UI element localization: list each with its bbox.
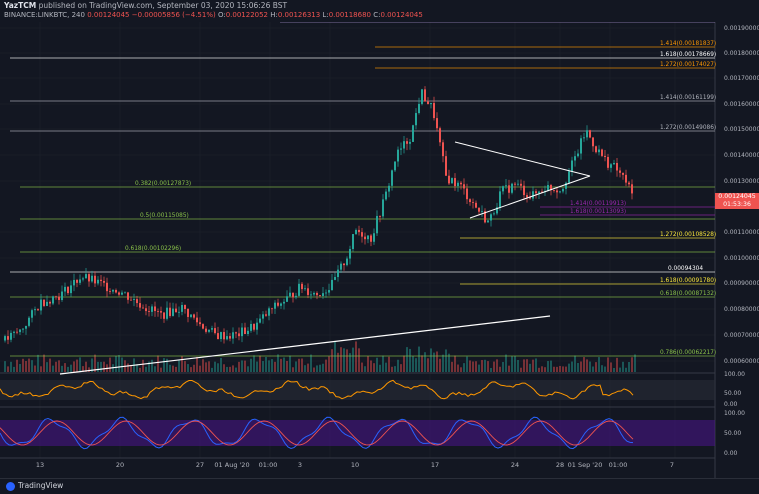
time-axis-label: 13: [36, 461, 44, 469]
time-axis-label: 28: [556, 461, 564, 469]
price-axis-label: 0.00150000: [724, 126, 759, 133]
close-label: C:: [373, 11, 381, 19]
fib-level-labels: 1.414(0.00191684)1.414(0.00181837)1.618(…: [125, 16, 716, 356]
author-name[interactable]: YazTCM: [4, 1, 37, 10]
brand-text: TradingView: [18, 481, 64, 490]
time-axis-label: 01:00: [609, 461, 628, 469]
fib-level-label: 0.786(0.00062217): [660, 350, 716, 356]
high-label: H:: [270, 11, 278, 19]
stoch-k-line: [0, 416, 634, 450]
bar-countdown: 01:53:36: [715, 201, 759, 209]
price-axis-label: 0.00110000: [724, 229, 759, 236]
price-axis-label: 0.00130000: [724, 178, 759, 185]
price-axis-label: 0.00060000: [724, 358, 759, 365]
fib-level-label: 1.272(0.00149086): [660, 125, 716, 131]
fib-level-label: 1.618(0.00113093): [570, 209, 626, 215]
open-label: O:: [217, 11, 226, 19]
fib-level-label: 0.382(0.00127873): [135, 181, 191, 187]
time-axis-label: 20: [116, 461, 124, 469]
fib-level-label: 0.618(0.00087132): [660, 291, 716, 297]
tradingview-icon: [6, 481, 15, 491]
rsi-line: [0, 379, 634, 400]
candles: [4, 86, 633, 345]
fib-level-label: 1.618(0.00091780): [660, 278, 716, 284]
price-axis-label: 0.00070000: [724, 332, 759, 339]
time-axis-label: 10: [351, 461, 359, 469]
trend-lines[interactable]: [59, 141, 591, 375]
fib-level-label: 1.272(0.00174027): [660, 62, 716, 68]
last-price: 0.00124045: [87, 11, 130, 19]
time-axis-label: 7: [670, 461, 674, 469]
stoch-axis: 100.00 50.00 0.00: [724, 410, 745, 457]
fib-level-label: 0.00094304: [668, 266, 703, 272]
price-axis[interactable]: 0.00190000 0.00180000 0.00170000 0.00160000…: [724, 25, 759, 365]
open-value: 0.00122052: [225, 11, 269, 19]
publish-info: YazTCM published on TradingView.com, Sep…: [4, 1, 287, 10]
low-value: 0.00118680: [328, 11, 371, 19]
stoch-axis-label: 100.00: [724, 410, 745, 417]
price-axis-label: 0.00180000: [724, 50, 759, 57]
symbol-info: BINANCE:LINKBTC, 240 0.00124045 −0.00005…: [4, 11, 423, 19]
fib-level-label: 0.5(0.00115085): [140, 213, 189, 219]
stoch-d-line: [0, 420, 634, 446]
time-axis-label: 27: [196, 461, 204, 469]
stoch-band: [0, 420, 715, 446]
rsi-axis: 100.00 50.00 0.00: [724, 371, 745, 408]
fib-level-label: 1.414(0.00161199): [660, 95, 716, 101]
time-axis[interactable]: 13 20 27 01 Aug '20 01:00 3 10 17 24 28 01 Sep '20…: [36, 461, 674, 469]
stoch-axis-label: 50.00: [724, 430, 741, 437]
rsi-axis-label: 50.00: [724, 390, 741, 397]
price-axis-label: 0.00140000: [724, 152, 759, 159]
rsi-axis-label: 0.00: [724, 401, 738, 408]
price-axis-label: 0.00080000: [724, 306, 759, 313]
fib-level-label: 1.414(0.00119913): [570, 201, 626, 207]
time-axis-label: 17: [431, 461, 439, 469]
time-axis-label: 01 Aug '20: [214, 461, 249, 469]
symbol-name[interactable]: BINANCE:LINKBTC, 240: [4, 11, 85, 19]
fib-level-label: 1.272(0.00108528): [660, 232, 716, 238]
fib-levels: [10, 21, 715, 357]
volume-bars: [4, 341, 636, 372]
close-value: 0.00124045: [380, 11, 423, 19]
stoch-axis-label: 0.00: [724, 450, 738, 457]
footer: TradingView: [0, 478, 759, 494]
tradingview-logo[interactable]: TradingView: [6, 481, 63, 491]
publish-text: published on TradingView.com, September …: [38, 1, 288, 10]
price-axis-label: 0.00090000: [724, 280, 759, 287]
time-axis-label: 24: [511, 461, 519, 469]
fib-level-label: 1.618(0.00178669): [660, 52, 716, 58]
price-axis-label: 0.00190000: [724, 25, 759, 32]
rsi-band: [0, 380, 715, 400]
high-value: 0.00126313: [277, 11, 321, 19]
fib-level-label: 0.618(0.00102296): [125, 246, 181, 252]
time-axis-label: 3: [298, 461, 302, 469]
price-axis-label: 0.00170000: [724, 75, 759, 82]
rsi-axis-label: 100.00: [724, 371, 745, 378]
price-change: −0.00005856 (−4.51%): [131, 11, 216, 19]
price-axis-label: 0.00100000: [724, 255, 759, 262]
fib-level-label: 1.414(0.00181837): [660, 41, 716, 47]
low-label: L:: [322, 11, 329, 19]
time-axis-label: 01 Sep '20: [568, 461, 603, 469]
time-axis-label: 01:00: [259, 461, 278, 469]
price-axis-label: 0.00160000: [724, 101, 759, 108]
chart-header: YazTCM published on TradingView.com, Sep…: [0, 0, 759, 22]
current-price-tag: 0.00124045: [715, 193, 759, 201]
